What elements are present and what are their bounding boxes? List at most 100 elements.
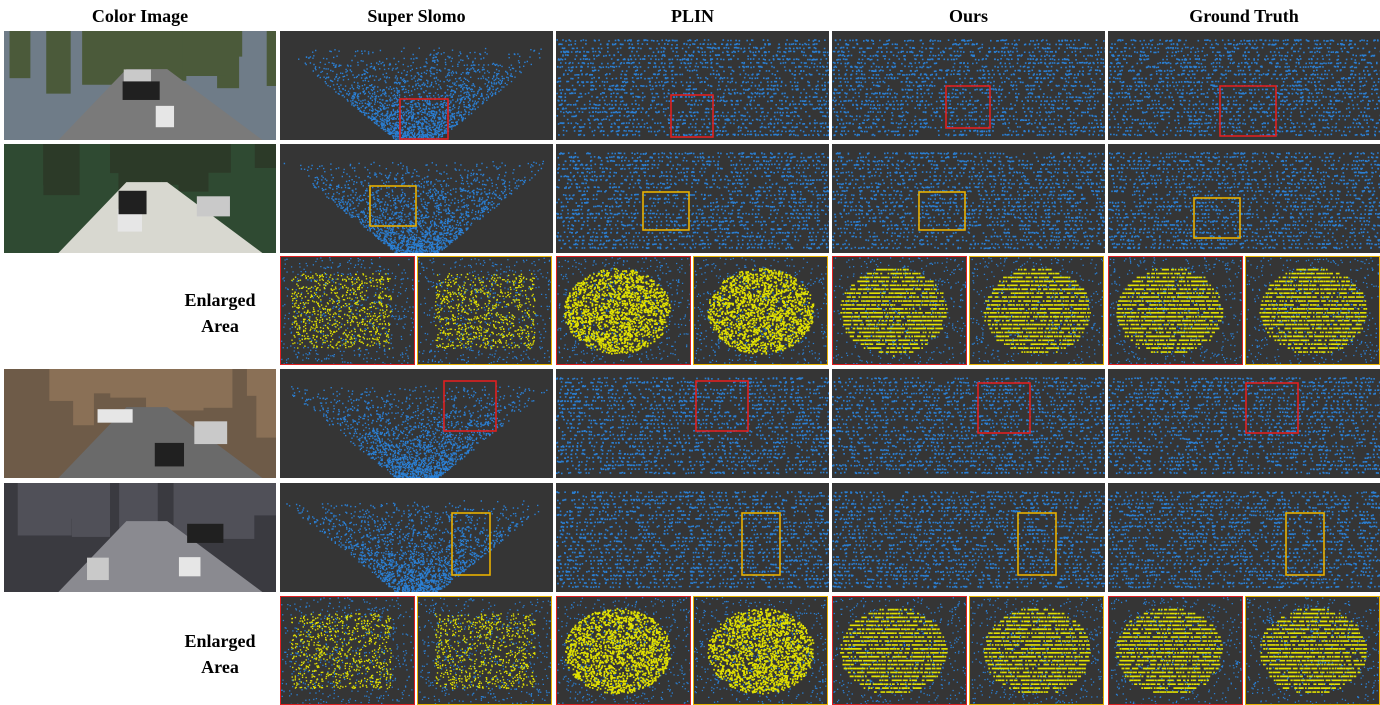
car-shape [117, 208, 142, 232]
enlarged-area-tile [280, 596, 553, 705]
highlight-box-orange [1193, 197, 1241, 239]
header-color-image: Color Image [91, 6, 189, 26]
enlarged-label-line-2: Area [201, 316, 239, 336]
highlight-box-orange [741, 512, 781, 576]
enlarged-orange-region [969, 596, 1104, 705]
point-cloud-points [1116, 268, 1224, 353]
enlarged-orange-region [969, 256, 1104, 365]
point-cloud-points [833, 257, 966, 364]
point-cloud-points [418, 597, 551, 704]
enlarged-red-region [832, 596, 967, 705]
highlight-box-orange [451, 512, 491, 576]
enlarged-red-region [556, 596, 691, 705]
point-cloud-tile [832, 31, 1105, 140]
point-cloud-points [832, 377, 1105, 475]
point-cloud-points [970, 597, 1103, 704]
enlarged-area-label-bottom: Enlarged Area [150, 628, 290, 680]
road-shape [58, 407, 263, 478]
car-shape [178, 557, 201, 577]
point-cloud-tile [832, 369, 1105, 478]
point-cloud-tile [280, 31, 553, 140]
point-cloud-points [970, 257, 1103, 364]
point-cloud-tile [832, 144, 1105, 253]
point-cloud-points [1259, 268, 1368, 353]
point-cloud-points [1246, 597, 1379, 704]
enlarged-label-line-1: Enlarged [184, 631, 256, 651]
enlarged-label-line-2: Area [201, 657, 239, 677]
point-cloud-points [707, 608, 815, 695]
enlarged-red-region [832, 256, 967, 365]
color-image-tile [4, 31, 276, 140]
enlarged-orange-region [693, 596, 828, 705]
highlight-box-red [1245, 382, 1299, 434]
highlight-box-red [670, 94, 714, 138]
enlarged-red-region [280, 256, 415, 365]
enlarged-red-region [1108, 256, 1243, 365]
highlight-box-orange [369, 185, 417, 227]
point-cloud-points [556, 377, 829, 475]
enlarged-area-tile [556, 596, 829, 705]
car-shape [87, 557, 109, 581]
point-cloud-points [564, 607, 671, 695]
point-cloud-points [556, 152, 829, 250]
point-cloud-points [832, 39, 1105, 137]
header-plin: PLIN [670, 6, 714, 26]
header-ours: Ours [948, 6, 988, 26]
highlight-box-orange [1017, 512, 1057, 576]
car-shape [97, 409, 133, 423]
enlarged-area-label-top: Enlarged Area [150, 287, 290, 339]
point-cloud-tile [556, 144, 829, 253]
car-shape [155, 105, 175, 128]
point-cloud-points [1108, 152, 1380, 250]
car-shape [187, 523, 224, 543]
highlight-box-orange [1285, 512, 1325, 576]
point-cloud-tile [832, 483, 1105, 592]
point-cloud-points [298, 47, 542, 140]
enlarged-red-region [280, 596, 415, 705]
point-cloud-points [286, 500, 540, 592]
point-cloud-points [1115, 608, 1223, 693]
car-shape [122, 81, 160, 100]
point-cloud-tile [556, 483, 829, 592]
point-cloud-points [694, 257, 827, 364]
point-cloud-points [707, 268, 815, 355]
enlarged-area-tile [280, 256, 553, 365]
point-cloud-tile [1108, 31, 1380, 140]
point-cloud-tile [1108, 369, 1380, 478]
car-shape [154, 442, 185, 467]
enlarged-orange-region [417, 596, 552, 705]
point-cloud-points [281, 597, 414, 704]
point-cloud-points [832, 491, 1105, 589]
color-image-tile [4, 483, 276, 592]
highlight-box-red [977, 382, 1031, 434]
point-cloud-tile [1108, 483, 1380, 592]
point-cloud-points [983, 268, 1091, 353]
point-cloud-points [291, 273, 393, 350]
enlarged-red-region [1108, 596, 1243, 705]
enlarged-orange-region [1245, 596, 1380, 705]
header-ground-truth: Ground Truth [1189, 6, 1299, 26]
point-cloud-points [983, 608, 1091, 693]
car-shape [196, 196, 230, 217]
header-super-slomo: Super Slomo [367, 6, 466, 26]
point-cloud-points [1109, 597, 1242, 704]
color-image-tile [4, 369, 276, 478]
point-cloud-tile [1108, 144, 1380, 253]
enlarged-orange-region [417, 256, 552, 365]
point-cloud-points [1260, 608, 1367, 693]
point-cloud-points [840, 608, 948, 693]
point-cloud-points [283, 160, 544, 253]
point-cloud-tile [280, 144, 553, 253]
point-cloud-tile [556, 31, 829, 140]
enlarged-red-region [556, 256, 691, 365]
road-shape [58, 521, 263, 592]
enlarged-area-tile [556, 256, 829, 365]
highlight-box-orange [918, 191, 966, 231]
car-shape [194, 421, 228, 445]
highlight-box-red [1219, 85, 1277, 137]
enlarged-area-tile [1108, 596, 1380, 705]
point-cloud-points [1108, 39, 1380, 137]
highlight-box-red [399, 98, 449, 140]
point-cloud-points [556, 39, 829, 137]
car-shape [118, 190, 147, 215]
